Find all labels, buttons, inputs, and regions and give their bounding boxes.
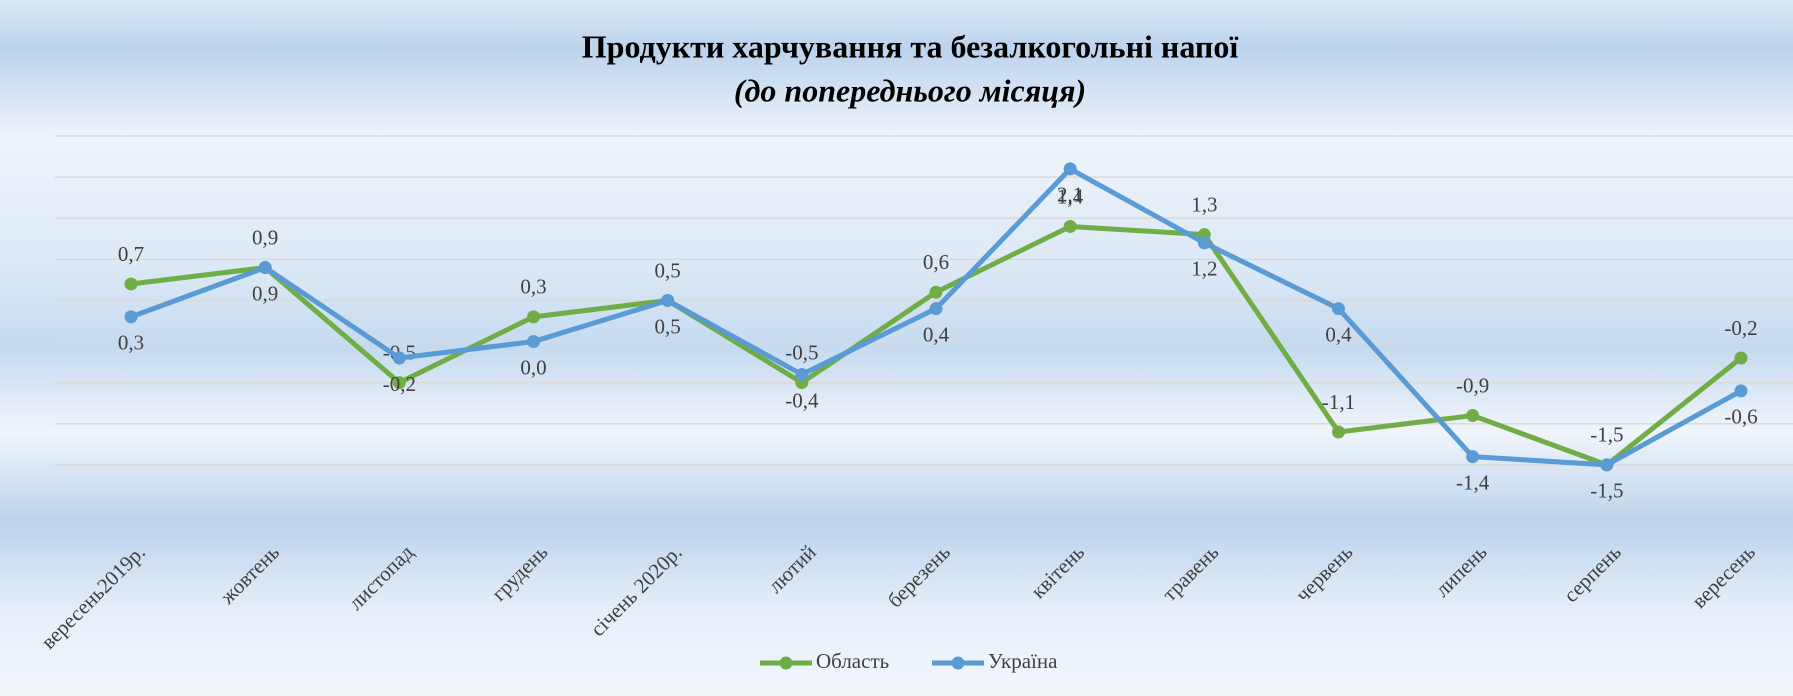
marker bbox=[124, 310, 138, 324]
marker bbox=[929, 302, 943, 316]
marker bbox=[1197, 236, 1211, 250]
data-label: -1,4 bbox=[1456, 470, 1490, 494]
legend-label: Область bbox=[816, 649, 889, 673]
legend-marker bbox=[779, 656, 793, 670]
data-label: 0,7 bbox=[118, 242, 144, 266]
marker bbox=[1063, 219, 1077, 233]
data-label: 0,3 bbox=[118, 331, 144, 355]
marker bbox=[1466, 409, 1480, 423]
marker bbox=[795, 367, 809, 381]
legend-label: Україна bbox=[988, 649, 1058, 673]
marker bbox=[392, 376, 406, 390]
data-label: -1,5 bbox=[1590, 423, 1623, 447]
marker bbox=[1332, 425, 1345, 439]
data-label: 0,5 bbox=[655, 258, 681, 282]
data-label: -0,5 bbox=[785, 340, 818, 364]
marker bbox=[1734, 384, 1748, 398]
data-label: -1,5 bbox=[1590, 479, 1623, 503]
marker bbox=[258, 261, 272, 275]
marker bbox=[392, 351, 406, 365]
data-label: -0,2 bbox=[383, 372, 416, 396]
marker bbox=[1466, 450, 1480, 464]
data-label: 0,6 bbox=[923, 250, 949, 274]
chart-subtitle: (до попереднього місяця) bbox=[734, 72, 1086, 108]
data-label: 1,4 bbox=[1057, 184, 1084, 208]
data-label: 0,9 bbox=[252, 281, 278, 305]
data-label: 0,4 bbox=[1325, 322, 1352, 346]
legend-marker bbox=[951, 656, 965, 670]
marker bbox=[1600, 458, 1614, 472]
data-label: 0,9 bbox=[252, 225, 278, 249]
marker bbox=[1332, 302, 1345, 316]
data-label: -0,9 bbox=[1456, 373, 1489, 397]
data-label: 2,1 bbox=[1057, 183, 1083, 207]
marker bbox=[661, 293, 675, 307]
data-label: 1,3 bbox=[1191, 192, 1217, 216]
data-label: 0,4 bbox=[923, 322, 950, 346]
marker bbox=[527, 335, 540, 349]
data-label: 0,3 bbox=[520, 275, 546, 299]
marker bbox=[527, 310, 540, 324]
data-label: 0,0 bbox=[520, 355, 546, 379]
data-label: -1,1 bbox=[1322, 390, 1355, 414]
data-label: 0,5 bbox=[655, 314, 681, 338]
marker bbox=[1063, 162, 1077, 176]
marker bbox=[1734, 351, 1748, 365]
marker bbox=[124, 277, 138, 291]
data-label: -0,2 bbox=[1724, 316, 1757, 340]
chart-title: Продукти харчування та безалкогольні нап… bbox=[582, 28, 1240, 64]
data-label: -0,4 bbox=[785, 388, 819, 412]
data-label: -0,6 bbox=[1724, 405, 1757, 429]
marker bbox=[929, 285, 943, 299]
data-label: 1,2 bbox=[1191, 257, 1217, 281]
